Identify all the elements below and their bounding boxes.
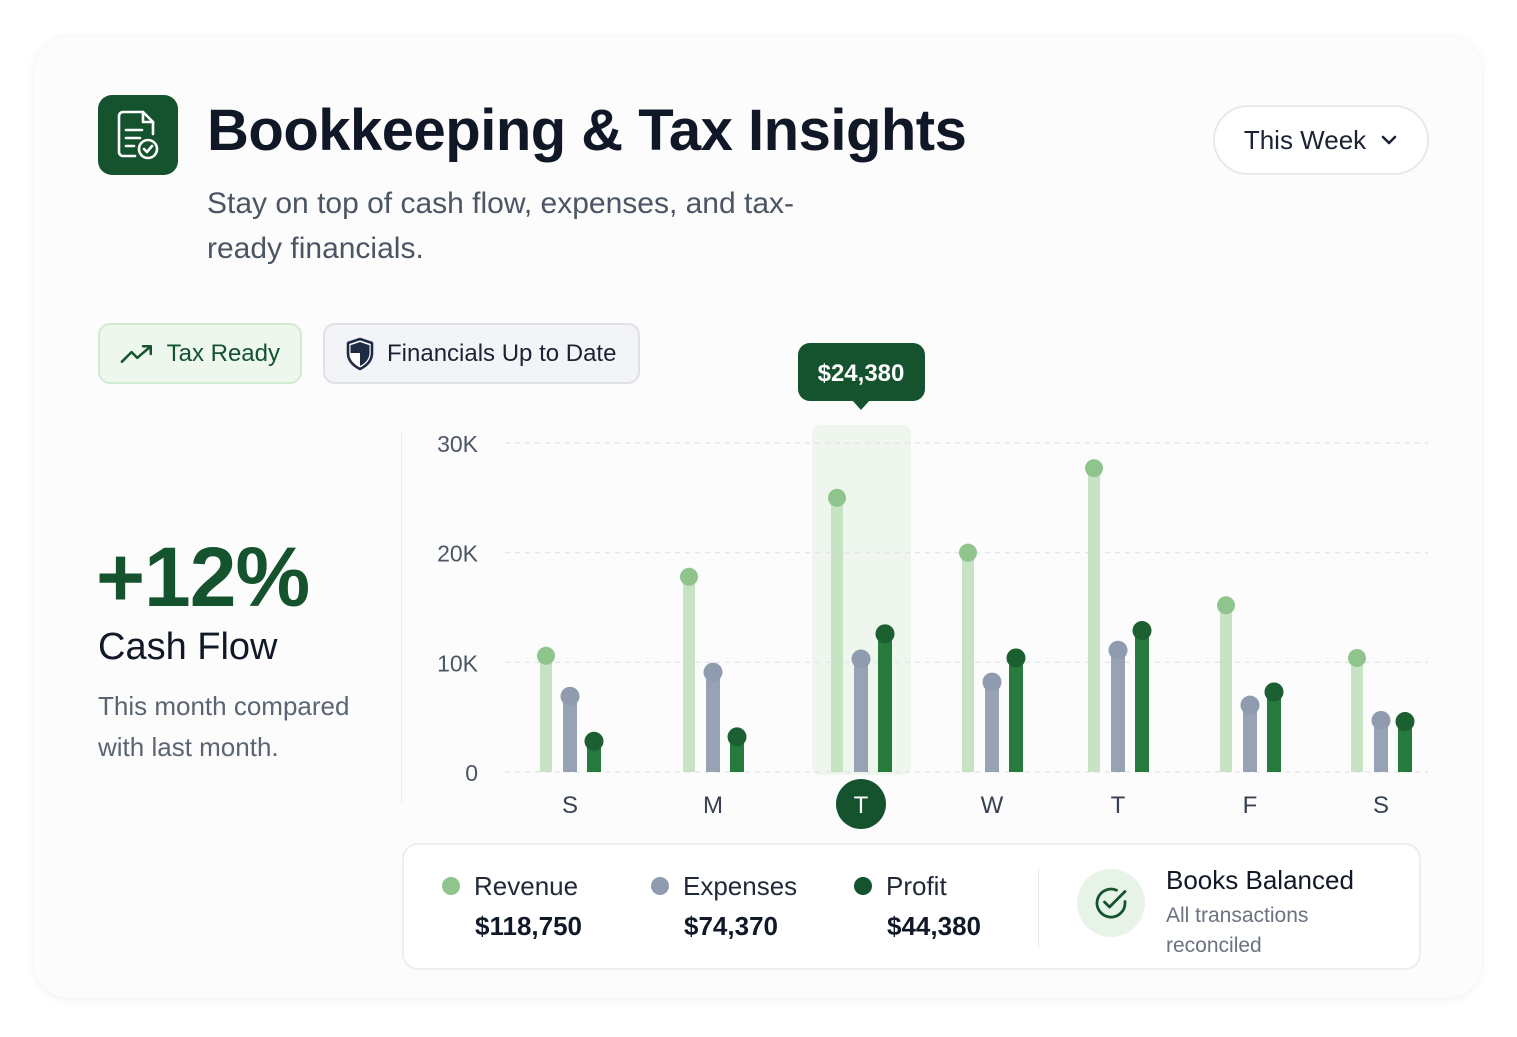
- x-tick-label: T: [854, 792, 869, 819]
- x-tick-label: M: [703, 792, 723, 819]
- revenue-dot: [442, 877, 460, 895]
- expenses-point: [1240, 695, 1260, 715]
- date-range-select[interactable]: This Week: [1213, 105, 1429, 175]
- chart-legend: Revenue $118,750 Expenses $74,370 Profit…: [402, 843, 1421, 970]
- revenue-point: [1217, 596, 1235, 615]
- profit-point: [1132, 621, 1152, 641]
- x-tick-label: F: [1243, 792, 1258, 819]
- profit-point: [1395, 712, 1415, 732]
- profit-bar: [1398, 721, 1412, 772]
- revenue-bar: [962, 552, 974, 772]
- legend-label-expenses: Expenses: [683, 870, 798, 901]
- books-balanced-title: Books Balanced: [1166, 865, 1354, 895]
- profit-bar: [878, 633, 892, 772]
- expenses-bar: [1111, 650, 1125, 772]
- revenue-bar: [540, 655, 552, 772]
- expenses-point: [560, 686, 580, 706]
- legend-total-revenue: $118,750: [475, 911, 583, 941]
- books-balanced-subtitle: All transactions reconciled: [1166, 904, 1309, 957]
- expenses-point: [703, 662, 723, 682]
- revenue-point: [959, 543, 977, 562]
- y-tick-label: 30K: [437, 431, 479, 457]
- revenue-point: [680, 567, 698, 586]
- expenses-bar: [1243, 705, 1257, 772]
- y-tick-label: 10K: [437, 650, 479, 676]
- y-tick-label: 0: [465, 760, 478, 786]
- revenue-bar: [1220, 605, 1232, 772]
- chevron-down-icon: [1381, 135, 1397, 145]
- date-range-value: This Week: [1243, 124, 1367, 155]
- expenses-point: [851, 649, 871, 669]
- revenue-point: [1085, 459, 1103, 478]
- revenue-point: [537, 646, 555, 665]
- page-subtitle: Stay on top of cash flow, expenses, and …: [207, 187, 795, 265]
- profit-bar: [1009, 657, 1023, 772]
- profit-point: [727, 727, 747, 747]
- expenses-point: [1371, 710, 1391, 730]
- y-tick-label: 20K: [437, 541, 479, 567]
- profit-point: [584, 731, 604, 751]
- expenses-bar: [563, 696, 577, 772]
- financials-label: Financials Up to Date: [387, 339, 617, 367]
- revenue-bar: [1088, 468, 1100, 772]
- profit-dot: [854, 877, 872, 895]
- revenue-point: [828, 488, 846, 507]
- tooltip-pointer: [852, 400, 870, 410]
- x-tick-label: T: [1111, 792, 1126, 819]
- cash-flow-change: +12%: [96, 530, 310, 624]
- legend-divider: [1038, 869, 1039, 947]
- tooltip-box: [798, 343, 925, 401]
- profit-point: [1264, 682, 1284, 702]
- x-tick-label: S: [562, 792, 578, 819]
- expenses-bar: [706, 672, 720, 772]
- expenses-dot: [651, 877, 669, 895]
- revenue-bar: [831, 497, 843, 772]
- financials-badge[interactable]: Financials Up to Date: [323, 323, 640, 384]
- trending-up-icon: [120, 344, 153, 363]
- expenses-bar: [1374, 720, 1388, 772]
- revenue-point: [1348, 648, 1366, 667]
- profit-bar: [1267, 691, 1281, 772]
- dashboard-card: [34, 36, 1482, 998]
- weekly-cash-flow-chart: 0 10K 20K 30K S M T W T F S $24,380: [437, 343, 1428, 829]
- legend-total-profit: $44,380: [887, 911, 981, 941]
- expenses-bar: [854, 659, 868, 772]
- cash-flow-description: This month compared with last month.: [98, 691, 350, 762]
- profit-bar: [1135, 630, 1149, 772]
- selected-day-marker: [836, 779, 886, 829]
- cash-flow-label: Cash Flow: [98, 626, 278, 668]
- legend-item-revenue: Revenue $118,750: [442, 869, 582, 942]
- page-title: Bookkeeping & Tax Insights: [207, 98, 967, 163]
- x-tick-label: W: [981, 792, 1004, 819]
- shield-icon: [346, 337, 374, 370]
- legend-item-expenses: Expenses $74,370: [651, 869, 797, 942]
- profit-point: [875, 624, 895, 644]
- document-check-icon: [98, 95, 178, 175]
- expenses-point: [982, 672, 1002, 692]
- tooltip-value: $24,380: [818, 360, 905, 387]
- expenses-point: [1108, 640, 1128, 660]
- expenses-bar: [985, 682, 999, 772]
- legend-total-expenses: $74,370: [684, 911, 778, 941]
- revenue-bar: [683, 576, 695, 772]
- tax-ready-label: Tax Ready: [166, 339, 280, 367]
- tax-ready-badge[interactable]: Tax Ready: [98, 323, 302, 384]
- profit-point: [1006, 648, 1026, 668]
- check-circle-icon: [1077, 869, 1145, 937]
- legend-item-profit: Profit $44,380: [854, 869, 981, 942]
- revenue-bar: [1351, 657, 1363, 772]
- x-tick-label: S: [1373, 792, 1389, 819]
- legend-label-revenue: Revenue: [474, 870, 579, 901]
- legend-label-profit: Profit: [886, 870, 947, 901]
- section-divider: [401, 432, 402, 804]
